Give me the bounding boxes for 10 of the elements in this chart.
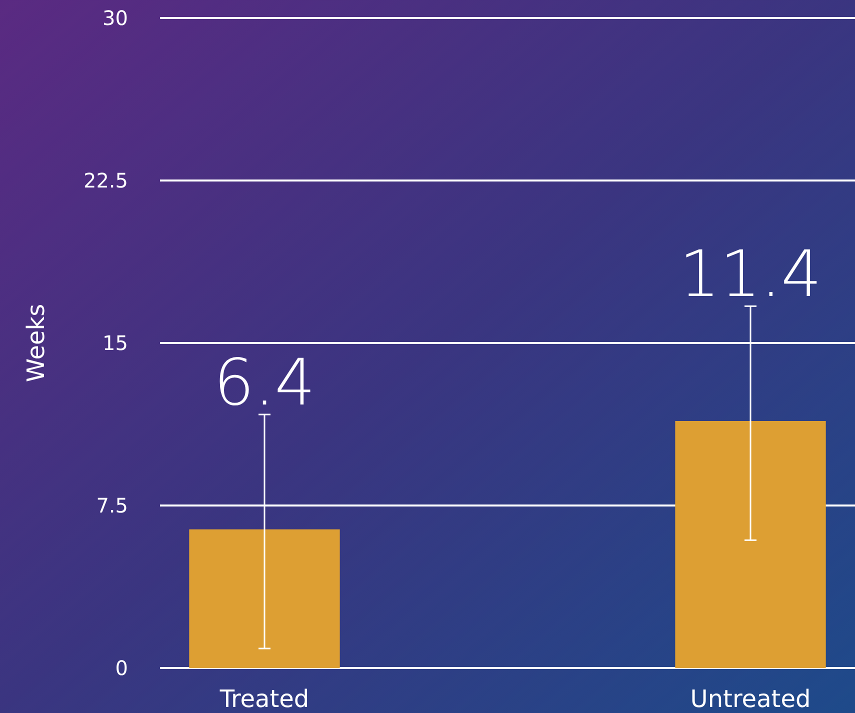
- y-tick-label: 15: [102, 331, 128, 355]
- data-label: 6.4: [214, 346, 316, 420]
- y-axis-title: Weeks: [22, 304, 50, 382]
- y-tick-label: 30: [102, 6, 128, 30]
- y-tick-label: 7.5: [96, 494, 128, 518]
- x-tick-label: Treated: [218, 685, 310, 713]
- y-tick-label: 0: [115, 656, 128, 680]
- y-tick-label: 22.5: [83, 168, 128, 192]
- x-tick-label: Untreated: [690, 685, 811, 713]
- data-label: 11.4: [679, 238, 822, 312]
